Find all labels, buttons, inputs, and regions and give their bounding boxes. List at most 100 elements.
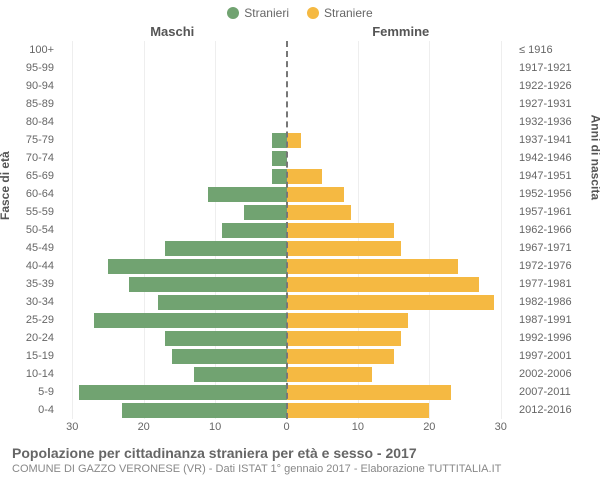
age-label: 90-94 bbox=[10, 77, 58, 95]
birth-label: 2012-2016 bbox=[519, 401, 590, 419]
bar-male bbox=[272, 151, 286, 166]
birth-label: 1972-1976 bbox=[519, 257, 590, 275]
bar-female bbox=[287, 403, 430, 418]
bar-female bbox=[287, 349, 394, 364]
birth-label: 1917-1921 bbox=[519, 59, 590, 77]
age-label: 65-69 bbox=[10, 167, 58, 185]
age-label: 5-9 bbox=[10, 383, 58, 401]
bar-male bbox=[158, 295, 287, 310]
bar-male bbox=[208, 187, 287, 202]
bar-female bbox=[287, 205, 351, 220]
bar-female bbox=[287, 277, 480, 292]
x-tick: 30 bbox=[66, 421, 78, 433]
age-label: 70-74 bbox=[10, 149, 58, 167]
birth-label: 1967-1971 bbox=[519, 239, 590, 257]
legend-swatch-male bbox=[227, 7, 239, 19]
column-headers: Maschi Femmine bbox=[10, 24, 590, 39]
age-label: 45-49 bbox=[10, 239, 58, 257]
legend-item-female: Straniere bbox=[307, 6, 373, 20]
birth-label: 1922-1926 bbox=[519, 77, 590, 95]
chart-subtitle: COMUNE DI GAZZO VERONESE (VR) - Dati IST… bbox=[12, 463, 588, 475]
age-label: 50-54 bbox=[10, 221, 58, 239]
x-axis: 30 20 10 0 10 20 30 bbox=[10, 421, 590, 435]
birth-label: 1947-1951 bbox=[519, 167, 590, 185]
birth-label: 1952-1956 bbox=[519, 185, 590, 203]
birth-label: 1997-2001 bbox=[519, 347, 590, 365]
age-label: 40-44 bbox=[10, 257, 58, 275]
bar-male bbox=[172, 349, 286, 364]
legend: Stranieri Straniere bbox=[10, 6, 590, 20]
birth-label: 1987-1991 bbox=[519, 311, 590, 329]
header-female: Femmine bbox=[287, 24, 516, 39]
legend-item-male: Stranieri bbox=[227, 6, 289, 20]
birth-label: 2002-2006 bbox=[519, 365, 590, 383]
chart-title: Popolazione per cittadinanza straniera p… bbox=[12, 445, 588, 461]
bar-female bbox=[287, 187, 344, 202]
birth-label: 1982-1986 bbox=[519, 293, 590, 311]
bar-male bbox=[129, 277, 286, 292]
birth-label: 1937-1941 bbox=[519, 131, 590, 149]
x-tick: 20 bbox=[423, 421, 435, 433]
age-label: 10-14 bbox=[10, 365, 58, 383]
bar-female bbox=[287, 259, 458, 274]
plot bbox=[58, 41, 515, 419]
age-label: 25-29 bbox=[10, 311, 58, 329]
age-label: 20-24 bbox=[10, 329, 58, 347]
birth-label: 1927-1931 bbox=[519, 95, 590, 113]
birth-label: 1962-1966 bbox=[519, 221, 590, 239]
header-male: Maschi bbox=[58, 24, 287, 39]
bar-male bbox=[94, 313, 287, 328]
age-label: 100+ bbox=[10, 41, 58, 59]
bar-male bbox=[244, 205, 287, 220]
bar-male bbox=[108, 259, 287, 274]
legend-swatch-female bbox=[307, 7, 319, 19]
bar-female bbox=[287, 169, 323, 184]
bar-female bbox=[287, 133, 301, 148]
bar-female bbox=[287, 295, 494, 310]
birth-label: 1942-1946 bbox=[519, 149, 590, 167]
y-axis-right-title: Anni di nascita bbox=[588, 115, 600, 200]
x-tick: 20 bbox=[138, 421, 150, 433]
y-axis-left-title: Fasce di età bbox=[0, 151, 12, 220]
bar-male bbox=[272, 133, 286, 148]
birth-label: 1992-1996 bbox=[519, 329, 590, 347]
y-axis-right: ≤ 19161917-19211922-19261927-19311932-19… bbox=[515, 41, 590, 419]
bar-female bbox=[287, 241, 401, 256]
age-label: 55-59 bbox=[10, 203, 58, 221]
bar-male bbox=[165, 241, 286, 256]
bar-female bbox=[287, 385, 451, 400]
x-tick: 30 bbox=[495, 421, 507, 433]
legend-label-female: Straniere bbox=[324, 6, 373, 20]
bar-male bbox=[122, 403, 286, 418]
bar-female bbox=[287, 313, 408, 328]
birth-label: ≤ 1916 bbox=[519, 41, 590, 59]
center-line bbox=[286, 41, 288, 419]
birth-label: 1977-1981 bbox=[519, 275, 590, 293]
x-tick: 10 bbox=[352, 421, 364, 433]
age-label: 85-89 bbox=[10, 95, 58, 113]
bar-female bbox=[287, 223, 394, 238]
chart-wrapper: Fasce di età Anni di nascita Stranieri S… bbox=[0, 0, 600, 500]
bar-male bbox=[165, 331, 286, 346]
bar-female bbox=[287, 331, 401, 346]
bar-male bbox=[222, 223, 286, 238]
age-label: 75-79 bbox=[10, 131, 58, 149]
age-label: 95-99 bbox=[10, 59, 58, 77]
x-tick: 10 bbox=[209, 421, 221, 433]
x-ticks: 30 20 10 0 10 20 30 bbox=[58, 421, 515, 435]
age-label: 30-34 bbox=[10, 293, 58, 311]
chart-footer: Popolazione per cittadinanza straniera p… bbox=[10, 445, 590, 475]
bar-male bbox=[272, 169, 286, 184]
y-axis-left: 100+95-9990-9485-8980-8475-7970-7465-696… bbox=[10, 41, 58, 419]
birth-label: 2007-2011 bbox=[519, 383, 590, 401]
bar-female bbox=[287, 367, 373, 382]
age-label: 60-64 bbox=[10, 185, 58, 203]
age-label: 35-39 bbox=[10, 275, 58, 293]
birth-label: 1932-1936 bbox=[519, 113, 590, 131]
age-label: 80-84 bbox=[10, 113, 58, 131]
bar-male bbox=[79, 385, 286, 400]
x-tick: 0 bbox=[283, 421, 289, 433]
bar-male bbox=[194, 367, 287, 382]
legend-label-male: Stranieri bbox=[244, 6, 289, 20]
birth-label: 1957-1961 bbox=[519, 203, 590, 221]
